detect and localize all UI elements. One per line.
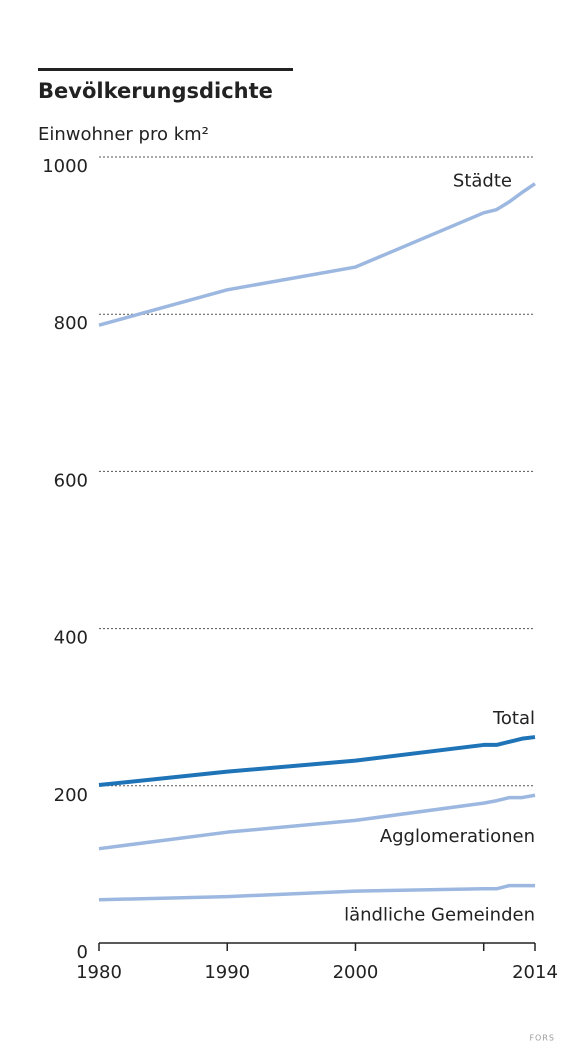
- y-tick-label: 600: [54, 470, 88, 491]
- series-line: [98, 793, 536, 851]
- series-label: Total: [492, 708, 535, 729]
- series-label: ländliche Gemeinden: [344, 905, 535, 926]
- series-line: [98, 735, 536, 788]
- chart-title: Bevölkerungsdichte: [38, 79, 273, 103]
- y-tick-label: 1000: [42, 156, 88, 177]
- y-axis-label: Einwohner pro km²: [38, 124, 209, 145]
- series-label: Agglomerationen: [380, 826, 535, 847]
- x-tick-label: 2000: [333, 962, 379, 983]
- series-line: [98, 883, 535, 902]
- y-tick-label: 400: [54, 628, 88, 649]
- x-tick-label: 1980: [76, 962, 122, 983]
- source: FORS: [529, 1034, 555, 1043]
- y-tick-label: 200: [54, 785, 88, 806]
- series-label: Städte: [453, 171, 512, 192]
- title-rule: [38, 68, 293, 71]
- y-tick-label: 0: [77, 942, 88, 963]
- series-line: [98, 182, 536, 327]
- x-tick-label: 2014: [512, 962, 558, 983]
- x-tick-label: 1990: [204, 962, 250, 983]
- y-tick-label: 800: [54, 313, 88, 334]
